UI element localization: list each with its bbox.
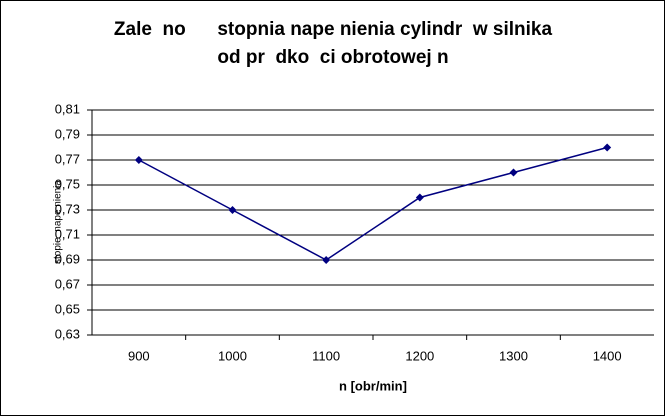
y-tick-label: 0,65 xyxy=(55,301,80,316)
y-tick-label: 0,81 xyxy=(55,101,80,116)
x-tick-label: 1400 xyxy=(593,348,622,363)
y-tick-label: 0,77 xyxy=(55,151,80,166)
x-tick-label: 1100 xyxy=(312,348,340,363)
x-axis-title: n [obr/min] xyxy=(339,378,407,393)
y-tick-label: 0,75 xyxy=(55,176,80,191)
marker xyxy=(228,206,237,214)
x-tick-label: 1000 xyxy=(218,348,247,363)
x-tick-label: 900 xyxy=(128,348,150,363)
y-tick-label: 0,69 xyxy=(55,251,80,266)
y-tick-label: 0,79 xyxy=(55,126,80,141)
marker xyxy=(322,256,331,264)
y-tick-label: 0,71 xyxy=(55,226,80,241)
line xyxy=(138,146,608,261)
y-tick-label: 0,67 xyxy=(55,276,80,291)
marker xyxy=(509,168,518,177)
marker xyxy=(603,143,612,152)
marker xyxy=(415,193,424,202)
y-axis-title: stopie nape nienia xyxy=(53,180,64,264)
y-tick-label: 0,73 xyxy=(55,201,80,216)
chart-title: Zale no stopnia nape nienia cylindr w si… xyxy=(114,19,553,40)
marker xyxy=(134,156,143,164)
x-tick-label: 1200 xyxy=(405,348,434,363)
y-tick-label: 0,63 xyxy=(55,326,80,341)
x-tick-label: 1300 xyxy=(499,348,528,363)
chart-title: od pr dko ci obrotowej n xyxy=(217,47,448,68)
